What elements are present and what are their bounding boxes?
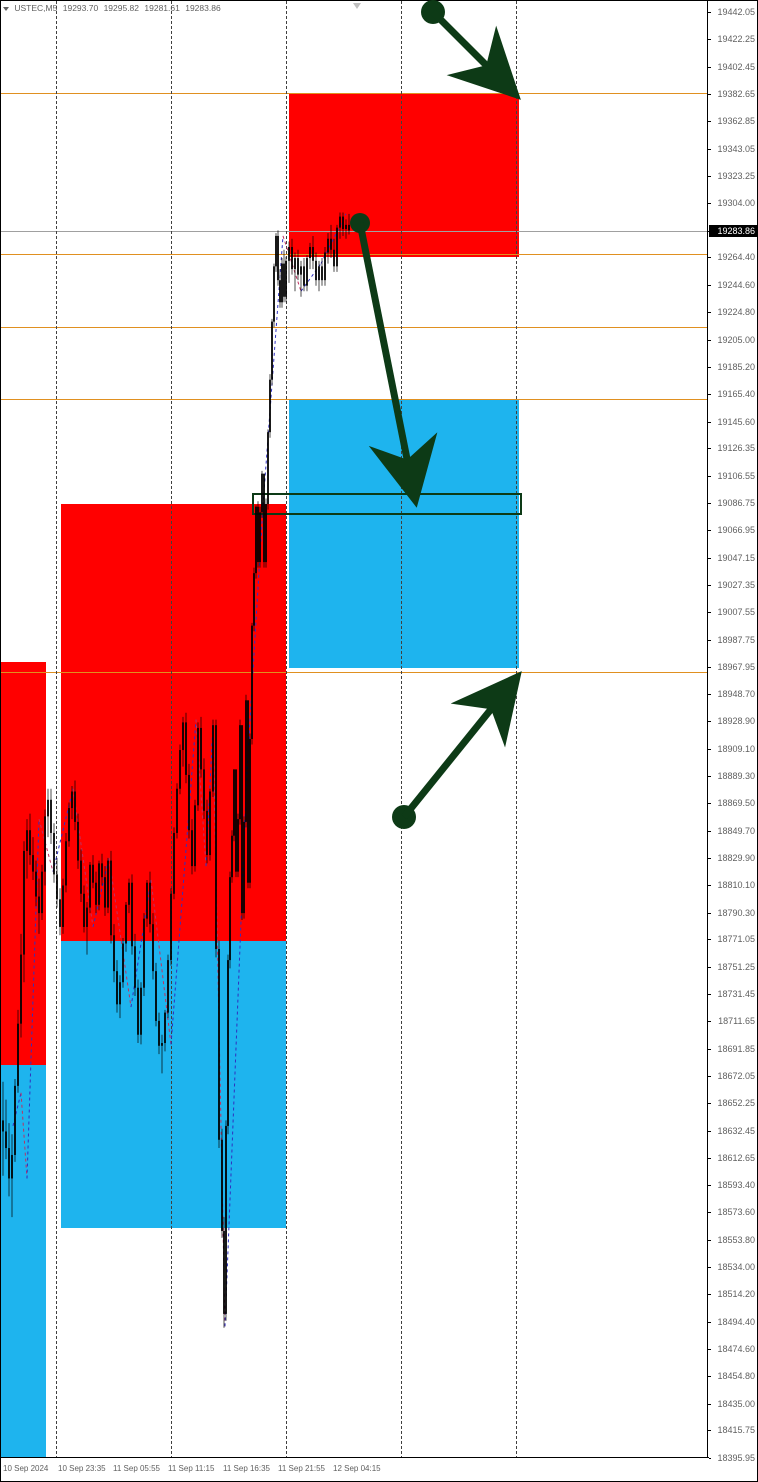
y-tick-label: 18435.00 xyxy=(717,1399,755,1409)
y-tick-label: 19244.60 xyxy=(717,280,755,290)
y-tick-label: 18889.30 xyxy=(717,771,755,781)
y-tick-label: 19442.05 xyxy=(717,7,755,17)
y-tick-label: 19362.85 xyxy=(717,116,755,126)
symbol-dropdown-icon[interactable] xyxy=(3,7,9,11)
y-tick-label: 18869.50 xyxy=(717,798,755,808)
y-tick-label: 18652.25 xyxy=(717,1098,755,1108)
y-tick-label: 18987.75 xyxy=(717,635,755,645)
y-tick-label: 18593.40 xyxy=(717,1180,755,1190)
y-tick-label: 19402.45 xyxy=(717,62,755,72)
y-tick-label: 19165.40 xyxy=(717,389,755,399)
y-tick-label: 19027.35 xyxy=(717,580,755,590)
annotation-arrows xyxy=(1,1,709,1459)
ohlc-close: 19283.86 xyxy=(185,3,220,13)
ohlc-open: 19293.70 xyxy=(63,3,98,13)
y-tick-label: 18771.05 xyxy=(717,934,755,944)
y-tick-label: 19126.35 xyxy=(717,443,755,453)
y-tick-label: 19205.00 xyxy=(717,335,755,345)
y-tick-label: 19086.75 xyxy=(717,498,755,508)
current-price-label: 19283.86 xyxy=(709,225,757,237)
y-tick-label: 18790.30 xyxy=(717,908,755,918)
y-tick-label: 18829.90 xyxy=(717,853,755,863)
y-tick-label: 18494.40 xyxy=(717,1317,755,1327)
plot-area[interactable]: 19383.2919266.9119214.0419161.9018964.54… xyxy=(1,1,709,1459)
y-tick-label: 18691.85 xyxy=(717,1044,755,1054)
y-tick-label: 18810.10 xyxy=(717,880,755,890)
symbol-name[interactable]: USTEC,M5 xyxy=(14,3,57,13)
x-axis[interactable]: 10 Sep 2024 10 Sep 23:35 11 Sep 05:55 11 Se… xyxy=(1,1457,709,1481)
y-tick-label: 18612.65 xyxy=(717,1153,755,1163)
x-tick-label: 10 Sep 23:35 xyxy=(58,1464,106,1473)
y-tick-label: 19185.20 xyxy=(717,362,755,372)
y-tick-label: 18672.05 xyxy=(717,1071,755,1081)
y-tick-label: 18751.25 xyxy=(717,962,755,972)
y-tick-label: 19343.05 xyxy=(717,144,755,154)
ohlc-high: 19295.82 xyxy=(104,3,139,13)
y-tick-label: 19106.55 xyxy=(717,471,755,481)
y-tick-label: 18573.60 xyxy=(717,1207,755,1217)
x-tick-label: 11 Sep 16:35 xyxy=(223,1464,270,1473)
y-tick-label: 19422.25 xyxy=(717,34,755,44)
chart-container: 19383.2919266.9119214.0419161.9018964.54… xyxy=(0,0,758,1482)
y-tick-label: 18632.45 xyxy=(717,1126,755,1136)
y-tick-label: 19323.25 xyxy=(717,171,755,181)
y-tick-label: 18909.10 xyxy=(717,744,755,754)
y-tick-label: 18454.80 xyxy=(717,1371,755,1381)
y-tick-label: 19047.15 xyxy=(717,553,755,563)
x-tick-label: 11 Sep 21:55 xyxy=(278,1464,325,1473)
y-tick-label: 19304.00 xyxy=(717,198,755,208)
y-tick-label: 19066.95 xyxy=(717,525,755,535)
y-tick-label: 18711.65 xyxy=(718,1016,755,1026)
scroll-indicator-icon xyxy=(353,3,361,9)
y-tick-label: 19224.80 xyxy=(717,307,755,317)
y-tick-label: 18928.90 xyxy=(717,716,755,726)
y-tick-label: 19264.40 xyxy=(717,252,755,262)
y-axis[interactable]: 19442.05 19422.25 19402.45 19382.65 19362.85… xyxy=(707,1,757,1459)
chart-title: USTEC,M5 19293.70 19295.82 19281.61 1928… xyxy=(3,3,224,13)
x-tick-label: 10 Sep 2024 xyxy=(3,1464,48,1473)
ohlc-low: 19281.61 xyxy=(144,3,179,13)
y-tick-label: 19145.60 xyxy=(717,417,755,427)
x-tick-label: 11 Sep 05:55 xyxy=(113,1464,160,1473)
y-tick-label: 18967.95 xyxy=(717,662,755,672)
y-tick-label: 18849.70 xyxy=(717,826,755,836)
x-tick-label: 12 Sep 04:15 xyxy=(333,1464,381,1473)
y-tick-label: 18731.45 xyxy=(717,989,755,999)
y-tick-label: 19382.65 xyxy=(717,89,755,99)
y-tick-label: 18553.80 xyxy=(717,1235,755,1245)
y-tick-label: 19007.55 xyxy=(717,607,755,617)
y-tick-label: 18514.20 xyxy=(717,1289,755,1299)
x-tick-label: 11 Sep 11:15 xyxy=(168,1464,214,1473)
y-tick-label: 18534.00 xyxy=(717,1262,755,1272)
y-tick-label: 18395.95 xyxy=(717,1453,755,1463)
y-tick-label: 18415.75 xyxy=(717,1425,755,1435)
y-tick-label: 18474.60 xyxy=(717,1344,755,1354)
y-tick-label: 18948.70 xyxy=(717,689,755,699)
